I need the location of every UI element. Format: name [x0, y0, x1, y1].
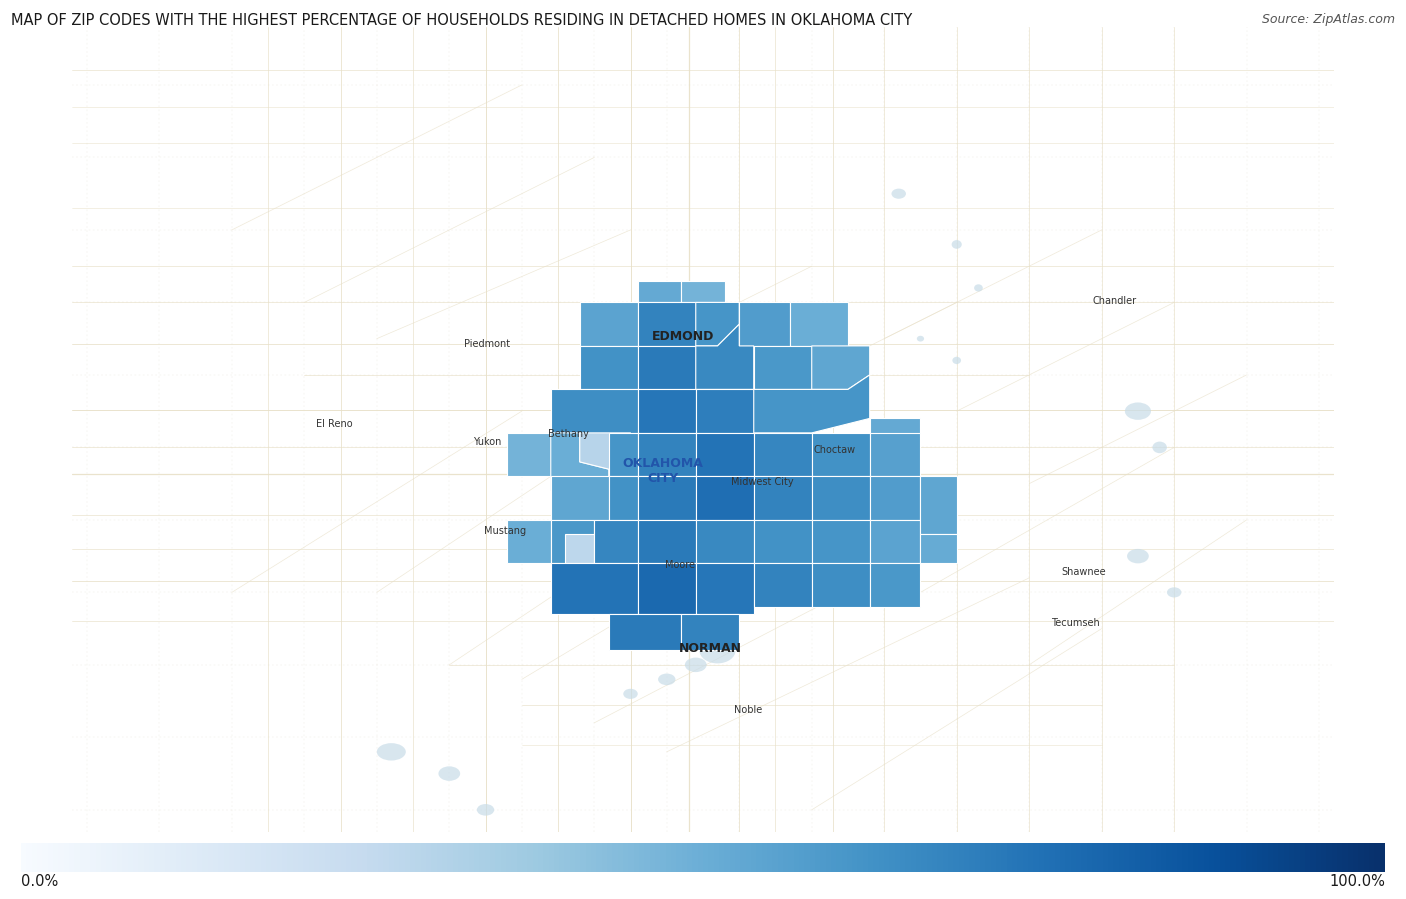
Text: Mustang: Mustang	[484, 526, 526, 536]
Polygon shape	[696, 302, 740, 346]
Polygon shape	[609, 433, 638, 476]
Polygon shape	[754, 564, 811, 607]
Text: 100.0%: 100.0%	[1329, 874, 1385, 889]
Ellipse shape	[690, 342, 702, 351]
Polygon shape	[579, 346, 638, 389]
Polygon shape	[609, 476, 638, 520]
Polygon shape	[508, 520, 551, 564]
Text: Bethany: Bethany	[548, 430, 589, 440]
Ellipse shape	[1167, 587, 1181, 598]
Polygon shape	[609, 614, 682, 650]
Ellipse shape	[952, 240, 962, 249]
Text: Piedmont: Piedmont	[464, 339, 510, 349]
Text: Tecumseh: Tecumseh	[1052, 618, 1099, 628]
Ellipse shape	[685, 657, 707, 672]
Polygon shape	[551, 476, 609, 520]
Ellipse shape	[623, 689, 638, 699]
Ellipse shape	[891, 189, 905, 199]
Polygon shape	[696, 433, 754, 476]
Text: El Reno: El Reno	[316, 419, 353, 429]
Polygon shape	[551, 564, 638, 614]
Polygon shape	[754, 520, 811, 564]
Polygon shape	[638, 564, 696, 614]
Polygon shape	[696, 564, 754, 614]
Text: MAP OF ZIP CODES WITH THE HIGHEST PERCENTAGE OF HOUSEHOLDS RESIDING IN DETACHED : MAP OF ZIP CODES WITH THE HIGHEST PERCEN…	[11, 13, 912, 29]
Polygon shape	[638, 476, 696, 520]
Polygon shape	[638, 346, 696, 389]
Polygon shape	[682, 614, 740, 650]
Polygon shape	[754, 433, 811, 476]
Text: 0.0%: 0.0%	[21, 874, 58, 889]
Ellipse shape	[477, 804, 495, 815]
Polygon shape	[754, 346, 811, 389]
Ellipse shape	[1128, 549, 1149, 564]
Polygon shape	[579, 433, 630, 469]
Polygon shape	[638, 302, 696, 346]
Text: EDMOND: EDMOND	[651, 330, 714, 343]
Ellipse shape	[974, 284, 983, 291]
Polygon shape	[870, 418, 921, 448]
Polygon shape	[565, 534, 595, 564]
Polygon shape	[638, 433, 696, 476]
Ellipse shape	[917, 335, 924, 342]
Text: Moore: Moore	[665, 560, 695, 570]
Polygon shape	[508, 433, 551, 476]
Polygon shape	[811, 520, 870, 564]
Polygon shape	[790, 302, 848, 346]
Polygon shape	[595, 520, 638, 564]
Ellipse shape	[583, 340, 591, 345]
Polygon shape	[870, 476, 921, 520]
Ellipse shape	[749, 343, 758, 350]
Text: Source: ZipAtlas.com: Source: ZipAtlas.com	[1261, 13, 1395, 26]
Polygon shape	[811, 346, 870, 389]
Polygon shape	[696, 520, 754, 564]
Ellipse shape	[778, 370, 789, 379]
Ellipse shape	[808, 408, 815, 414]
Polygon shape	[682, 280, 724, 302]
Polygon shape	[638, 520, 696, 564]
Ellipse shape	[377, 743, 406, 761]
Ellipse shape	[952, 357, 962, 364]
Ellipse shape	[439, 766, 460, 781]
Polygon shape	[754, 375, 870, 433]
Polygon shape	[870, 433, 921, 476]
Text: Yukon: Yukon	[472, 437, 501, 448]
Polygon shape	[921, 476, 956, 534]
Polygon shape	[870, 564, 921, 607]
Text: NORMAN: NORMAN	[679, 643, 742, 655]
Polygon shape	[579, 302, 638, 346]
Polygon shape	[551, 520, 595, 564]
Polygon shape	[638, 280, 682, 302]
Polygon shape	[551, 389, 638, 433]
Polygon shape	[754, 476, 811, 520]
Text: Shawnee: Shawnee	[1062, 567, 1107, 577]
Text: Chandler: Chandler	[1092, 296, 1137, 306]
Polygon shape	[811, 476, 870, 520]
Text: Midwest City: Midwest City	[731, 477, 794, 487]
Polygon shape	[921, 534, 956, 564]
Ellipse shape	[596, 334, 614, 346]
Ellipse shape	[1125, 403, 1152, 420]
Ellipse shape	[658, 673, 675, 685]
Ellipse shape	[1153, 441, 1167, 453]
Text: Choctaw: Choctaw	[814, 445, 856, 455]
Ellipse shape	[699, 637, 735, 663]
Polygon shape	[638, 389, 696, 433]
Text: OKLAHOMA
CITY: OKLAHOMA CITY	[623, 457, 703, 485]
Polygon shape	[811, 433, 870, 476]
Polygon shape	[696, 325, 754, 389]
Polygon shape	[811, 564, 870, 607]
Polygon shape	[696, 476, 754, 520]
Text: Noble: Noble	[734, 705, 762, 715]
Polygon shape	[696, 389, 754, 433]
Polygon shape	[870, 520, 921, 564]
Polygon shape	[740, 302, 790, 346]
Polygon shape	[551, 433, 609, 491]
